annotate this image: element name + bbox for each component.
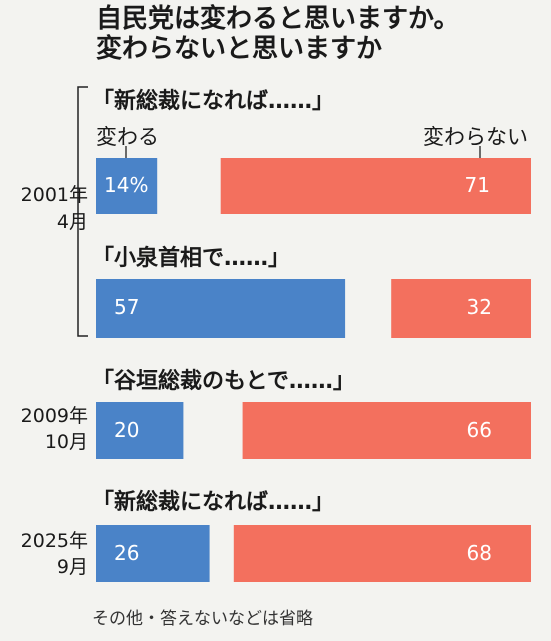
date-label-4-year: 2025年 (21, 530, 88, 552)
value-no-change-3: 66 (467, 418, 492, 442)
period-bracket-2001 (77, 86, 88, 337)
value-no-change-1: 71 (465, 173, 490, 197)
bar-change-4 (96, 525, 210, 582)
section-label-4: 「新総裁になれば……」 (92, 489, 334, 515)
bar-no-change-3 (242, 402, 531, 459)
footnote: その他・答えないなどは省略 (92, 609, 313, 629)
section-label-2: 「小泉首相で……」 (92, 245, 290, 271)
date-label-3-month: 10月 (45, 431, 88, 453)
legend-label-change: 変わる (96, 125, 159, 149)
value-change-1: 14% (104, 173, 148, 197)
bar-change-2 (96, 279, 346, 338)
value-change-2: 57 (114, 295, 139, 319)
bar-no-change-2 (391, 279, 531, 338)
date-label-4-month: 9月 (57, 556, 88, 578)
chart-title-line-2: 変わらないと思いますか (96, 33, 382, 64)
value-change-3: 20 (114, 418, 139, 442)
bar-change-1 (96, 158, 158, 214)
bar-no-change-1 (220, 158, 531, 214)
date-label-3-year: 2009年 (21, 405, 88, 427)
bar-no-change-4 (233, 525, 532, 582)
legend-label-no-change: 変わらない (423, 125, 528, 149)
date-label-1-month: 4月 (57, 211, 88, 233)
chart-title-line-1: 自民党は変わると思いますか。 (96, 3, 459, 34)
section-label-1: 「新総裁になれば……」 (92, 88, 334, 114)
date-label-1-year: 2001年 (21, 184, 88, 206)
value-no-change-4: 68 (467, 541, 492, 565)
value-no-change-2: 32 (467, 295, 492, 319)
value-change-4: 26 (114, 541, 139, 565)
bar-change-3 (96, 402, 184, 459)
section-label-3: 「谷垣総裁のもとで……」 (92, 368, 355, 394)
